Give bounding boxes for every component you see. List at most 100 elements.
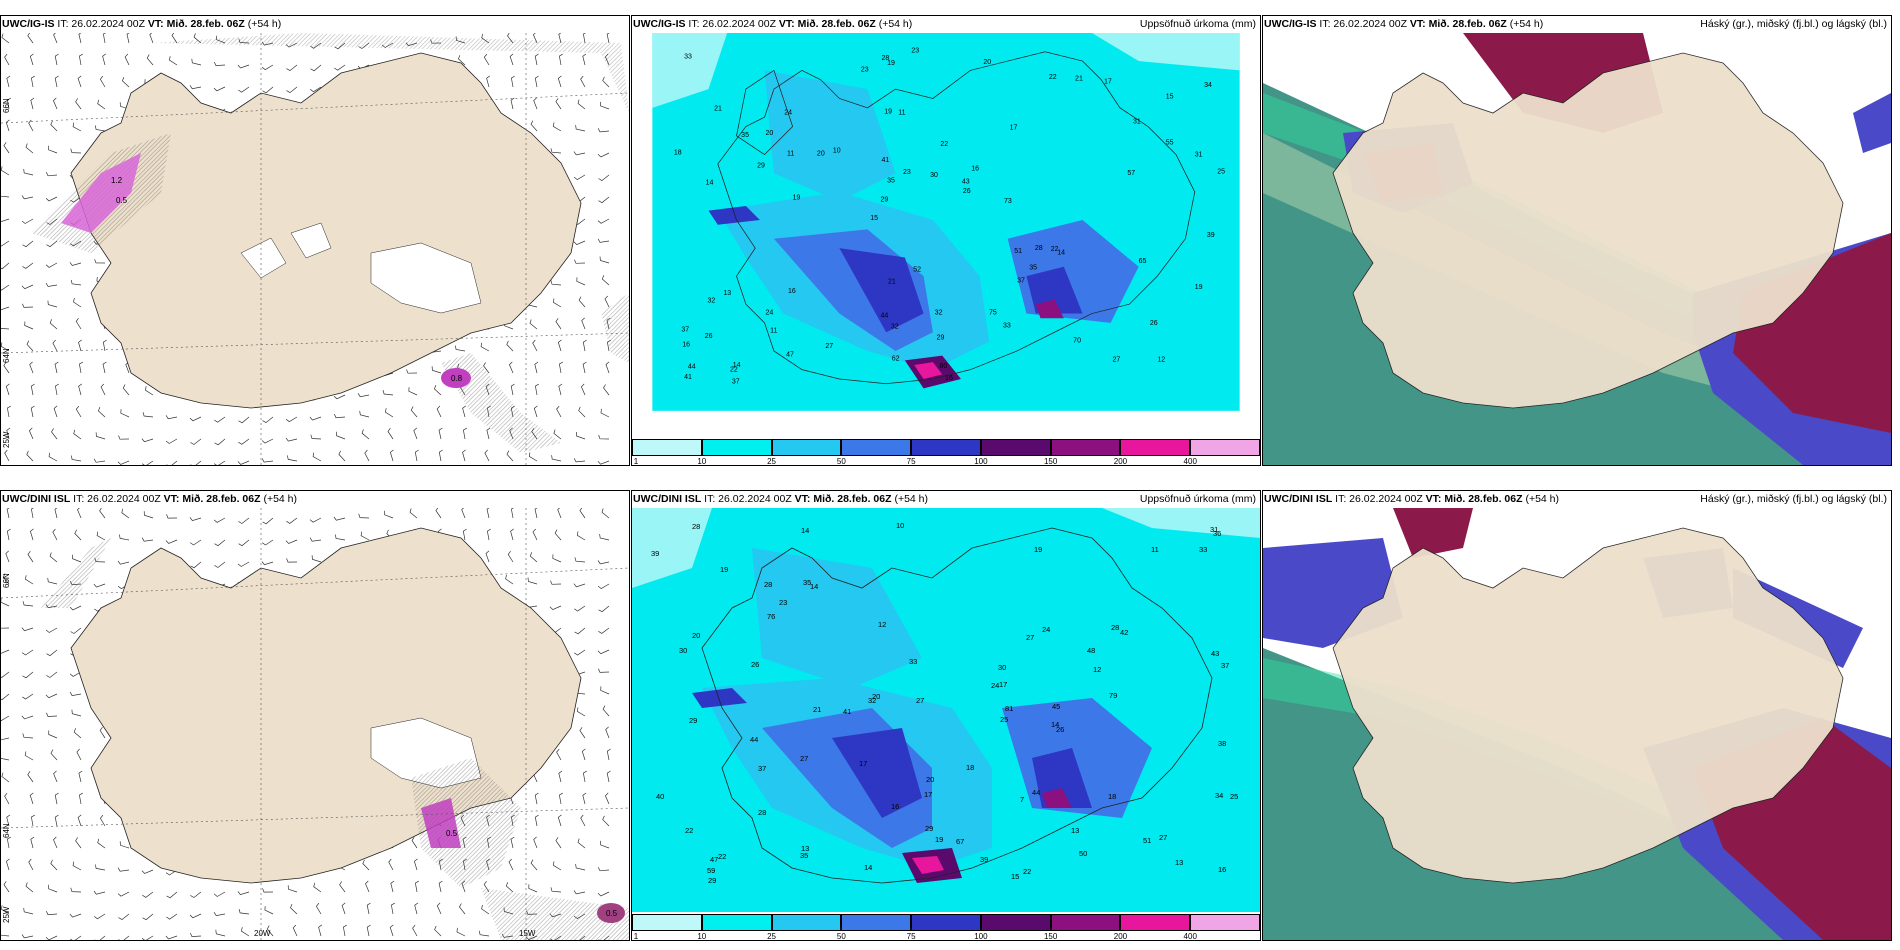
wind-barb <box>1 671 10 678</box>
wind-barb <box>119 841 130 849</box>
wind-barb <box>334 534 346 541</box>
wind-barb <box>414 902 419 915</box>
colorbar-tick: 1 <box>633 457 639 466</box>
wind-barb <box>598 627 610 634</box>
wind-barb <box>582 792 587 805</box>
precip-value: 39 <box>651 549 659 558</box>
wind-barb <box>285 437 298 442</box>
wind-barb <box>534 53 539 66</box>
precip-value: 21 <box>714 106 722 113</box>
wind-barb <box>7 405 11 418</box>
wind-barb <box>555 837 562 849</box>
panel-subtitle: Háský (gr.), miðský (fj.bl.) og lágský (… <box>1700 18 1887 30</box>
panel-clouds-top: UWC/IG-IS IT: 26.02.2024 00Z VT: Mið. 28… <box>1262 15 1892 466</box>
wind-barb <box>142 913 154 921</box>
wind-barb <box>21 218 34 224</box>
precip-value: 14 <box>733 362 741 369</box>
wind-barb <box>77 75 82 88</box>
precip-value: 20 <box>817 151 825 158</box>
precip-value: 30 <box>930 172 938 179</box>
precip-value: 15 <box>1166 93 1174 100</box>
precip-value: 30 <box>998 663 1006 672</box>
wind-barb <box>45 262 58 268</box>
wind-barb <box>191 58 202 66</box>
wind-barb <box>54 53 59 66</box>
wind-barb <box>462 528 467 541</box>
wind-barb <box>77 508 82 519</box>
wind-barb <box>605 726 610 739</box>
colorbar-tick: 150 <box>1043 457 1058 466</box>
wind-barb <box>361 429 370 440</box>
wind-barb <box>4 53 10 66</box>
precip-value: 44 <box>881 312 889 319</box>
wind-barb <box>1 328 10 330</box>
wind-barb <box>582 339 587 352</box>
precip-value: 29 <box>925 824 933 833</box>
panel-precip-top: UWC/IG-IS IT: 26.02.2024 00Z VT: Mið. 28… <box>631 15 1261 466</box>
precip-value: 27 <box>1026 633 1034 642</box>
wind-barb <box>315 902 322 915</box>
wind-barb <box>73 728 82 739</box>
colorbar-tick: 100 <box>974 932 988 941</box>
wind-barb <box>577 838 586 849</box>
wind-barb <box>6 427 11 440</box>
wind-barb <box>117 891 130 897</box>
wind-barb <box>189 85 202 90</box>
wind-barb <box>599 256 610 264</box>
wind-barb <box>75 837 82 849</box>
wind-barb <box>29 792 34 805</box>
wind-barb <box>581 748 586 761</box>
wind-barb <box>597 560 610 565</box>
wind-barb <box>333 516 346 521</box>
wind-barb <box>309 537 322 542</box>
wind-barb <box>532 339 538 352</box>
precip-value: 29 <box>757 163 765 170</box>
wind-barb <box>213 86 226 92</box>
wind-barb <box>261 438 274 444</box>
wind-barb <box>338 450 346 462</box>
wind-barb <box>458 903 466 915</box>
wind-barb <box>481 904 490 915</box>
wind-barb <box>214 561 226 568</box>
wind-barb <box>75 317 82 330</box>
wind-value: 0.5 <box>606 909 618 918</box>
wind-barb <box>120 409 130 418</box>
precip-value: 35 <box>887 178 895 185</box>
wind-barb <box>575 864 586 871</box>
wind-barb <box>486 427 491 440</box>
precip-value: 44 <box>688 364 696 371</box>
wind-barb <box>215 929 226 937</box>
precip-value: 79 <box>1109 691 1117 700</box>
wind-barb <box>576 431 586 440</box>
colorbar-tick: 10 <box>697 457 707 466</box>
wind-barb <box>45 196 58 202</box>
wind-barb <box>343 924 347 937</box>
wind-barb <box>1 737 10 741</box>
precip-value: 23 <box>903 169 911 176</box>
wind-barb <box>6 814 11 827</box>
panel-title: UWC/IG-IS IT: 26.02.2024 00Z VT: Mið. 28… <box>633 18 913 30</box>
precip-value: 31 <box>1195 151 1203 158</box>
wind-barb <box>190 438 202 445</box>
precip-value: 35 <box>803 578 811 587</box>
wind-barb <box>556 748 562 761</box>
wind-barb <box>78 339 82 352</box>
wind-barb <box>54 361 59 374</box>
precip-value: 57 <box>1127 170 1135 177</box>
wind-barb <box>165 539 178 544</box>
precip-value: 17 <box>999 680 1007 689</box>
wind-barb <box>533 97 538 110</box>
wind-barb <box>241 927 250 937</box>
colorbar-tick: 400 <box>1183 932 1197 941</box>
wind-barb <box>309 517 322 523</box>
wind-barb <box>575 125 586 132</box>
colorbar-tick: 25 <box>767 457 776 466</box>
panel-title: UWC/IG-IS IT: 26.02.2024 00Z VT: Mið. 28… <box>2 18 282 30</box>
wind-barb <box>486 75 491 88</box>
wind-value: 1.2 <box>111 176 123 185</box>
wind-barb <box>550 580 562 585</box>
wind-barb <box>53 836 58 849</box>
precip-value: 21 <box>888 279 896 286</box>
wind-barb <box>550 148 562 154</box>
wind-barb <box>574 649 586 656</box>
